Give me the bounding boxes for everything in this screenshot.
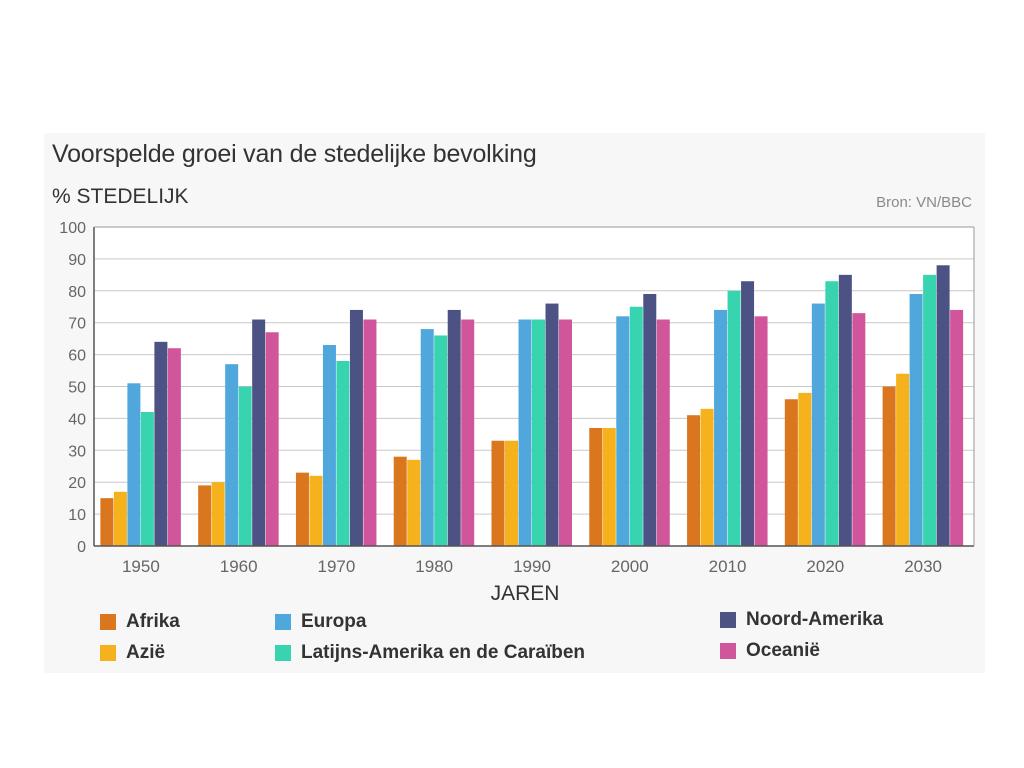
y-tick-label: 0 bbox=[77, 539, 86, 556]
bar-latijns-amerika-en-de-cara-ben-1980 bbox=[434, 335, 448, 546]
bar-oceani--2010 bbox=[754, 316, 768, 546]
bar-europa-1980 bbox=[420, 329, 434, 546]
bar-oceani--2020 bbox=[852, 313, 866, 546]
bar-latijns-amerika-en-de-cara-ben-2030 bbox=[923, 274, 937, 546]
bar-afrika-1990 bbox=[491, 440, 505, 546]
bar-oceani--1980 bbox=[461, 319, 475, 546]
bar-afrika-2000 bbox=[589, 427, 603, 546]
bar-europa-1990 bbox=[518, 319, 532, 546]
bar-latijns-amerika-en-de-cara-ben-2010 bbox=[727, 290, 741, 546]
bar-noord-amerika-2020 bbox=[838, 274, 852, 546]
bar-azi--2030 bbox=[896, 373, 910, 546]
bar-europa-2000 bbox=[616, 316, 630, 546]
bar-noord-amerika-1960 bbox=[252, 319, 266, 546]
x-tick-label: 2010 bbox=[709, 557, 747, 576]
bar-oceani--1990 bbox=[559, 319, 572, 546]
bar-latijns-amerika-en-de-cara-ben-2000 bbox=[629, 306, 643, 546]
bar-latijns-amerika-en-de-cara-ben-2020 bbox=[825, 281, 839, 546]
bar-afrika-1970 bbox=[295, 472, 309, 546]
y-tick-label: 20 bbox=[68, 475, 86, 492]
bar-azi--1970 bbox=[309, 475, 323, 546]
bar-azi--1950 bbox=[113, 491, 127, 546]
bar-noord-amerika-2030 bbox=[936, 265, 950, 546]
y-tick-label: 40 bbox=[68, 411, 86, 428]
x-tick-label: 1980 bbox=[415, 557, 453, 576]
bar-noord-amerika-1950 bbox=[154, 341, 168, 546]
bar-latijns-amerika-en-de-cara-ben-1960 bbox=[238, 386, 252, 546]
bar-oceani--2030 bbox=[950, 309, 964, 546]
bar-latijns-amerika-en-de-cara-ben-1990 bbox=[532, 319, 545, 546]
x-tick-label: 1960 bbox=[220, 557, 258, 576]
source-note: Bron: VN/BBC bbox=[876, 194, 972, 211]
bar-afrika-2010 bbox=[687, 415, 701, 546]
bar-afrika-1960 bbox=[198, 485, 212, 546]
y-tick-label: 70 bbox=[68, 316, 86, 333]
bar-europa-2010 bbox=[714, 309, 728, 546]
x-tick-label: 2000 bbox=[611, 557, 649, 576]
bar-oceani--1950 bbox=[167, 348, 181, 546]
bar-noord-amerika-1980 bbox=[447, 309, 461, 546]
x-tick-label: 2030 bbox=[904, 557, 942, 576]
y-tick-label: 50 bbox=[68, 380, 86, 397]
bar-noord-amerika-1990 bbox=[545, 303, 559, 546]
bar-oceani--1970 bbox=[363, 319, 377, 546]
bar-afrika-2020 bbox=[784, 399, 798, 546]
y-tick-label: 90 bbox=[68, 252, 86, 269]
bar-noord-amerika-2010 bbox=[741, 281, 755, 546]
x-tick-label: 1950 bbox=[122, 557, 160, 576]
bar-azi--1960 bbox=[211, 482, 225, 546]
bar-azi--2010 bbox=[700, 408, 714, 546]
y-axis-label: % STEDELIJK bbox=[52, 185, 189, 208]
bar-europa-2020 bbox=[811, 303, 825, 546]
bar-europa-1970 bbox=[322, 345, 336, 546]
y-tick-label: 30 bbox=[68, 443, 86, 460]
chart-title: Voorspelde groei van de stedelijke bevol… bbox=[52, 140, 537, 168]
x-tick-label: 2020 bbox=[806, 557, 844, 576]
bar-europa-1950 bbox=[127, 383, 141, 546]
bar-afrika-1980 bbox=[393, 456, 407, 546]
bar-azi--1980 bbox=[407, 459, 421, 546]
x-axis-label: JAREN bbox=[491, 582, 560, 605]
bar-afrika-2030 bbox=[882, 386, 896, 546]
bar-azi--2020 bbox=[798, 392, 812, 546]
bar-azi--1990 bbox=[505, 440, 518, 546]
x-tick-label: 1990 bbox=[513, 557, 551, 576]
bar-azi--2000 bbox=[602, 427, 616, 546]
bar-europa-1960 bbox=[225, 364, 239, 546]
bar-noord-amerika-1970 bbox=[349, 309, 363, 546]
x-tick-label: 1970 bbox=[318, 557, 356, 576]
bar-latijns-amerika-en-de-cara-ben-1970 bbox=[336, 360, 350, 546]
y-tick-label: 10 bbox=[68, 507, 86, 524]
bar-afrika-1950 bbox=[100, 498, 114, 546]
y-tick-label: 100 bbox=[59, 220, 86, 237]
y-tick-label: 60 bbox=[68, 348, 86, 365]
bar-noord-amerika-2000 bbox=[643, 293, 657, 546]
y-tick-label: 80 bbox=[68, 284, 86, 301]
bar-oceani--1960 bbox=[265, 332, 279, 546]
bar-oceani--2000 bbox=[656, 319, 670, 546]
bar-europa-2030 bbox=[909, 293, 923, 546]
bar-latijns-amerika-en-de-cara-ben-1950 bbox=[140, 412, 154, 546]
